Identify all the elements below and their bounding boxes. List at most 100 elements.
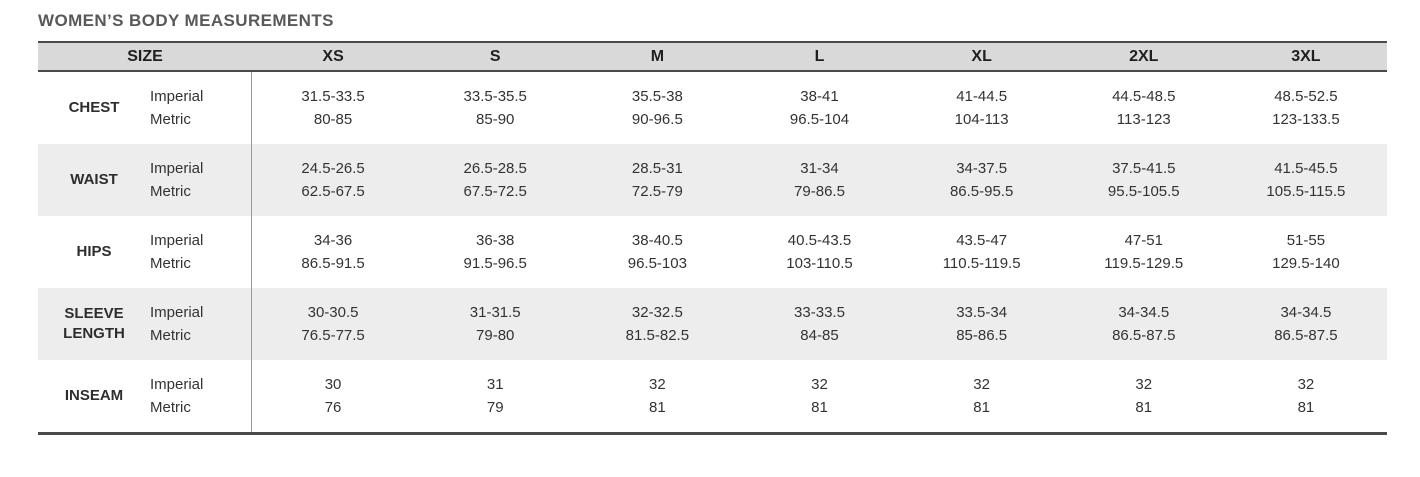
imperial-value: 43.5-47 — [956, 232, 1008, 249]
measurement-cell: 35.5-38 90-96.5 — [576, 72, 738, 144]
table-row-hips: HIPS Imperial Metric 34-36 86.5-91.5 36-… — [38, 216, 1387, 288]
unit-labels: Imperial Metric — [150, 85, 251, 131]
imperial-value: 32 — [1297, 376, 1315, 393]
imperial-value: 26.5-28.5 — [463, 160, 527, 177]
imperial-value: 32 — [1135, 376, 1153, 393]
imperial-value: 30 — [324, 376, 342, 393]
measurement-cell: 48.5-52.5 123-133.5 — [1225, 72, 1387, 144]
imperial-value: 32 — [649, 376, 666, 393]
imperial-value: 34-34.5 — [1280, 304, 1332, 321]
measurement-cell: 31-31.5 79-80 — [414, 288, 576, 360]
row-label-cell: CHEST Imperial Metric — [38, 72, 252, 144]
measurement-cell: 31.5-33.5 80-85 — [252, 72, 414, 144]
imperial-value: 32 — [973, 376, 990, 393]
column-header-2xl: 2XL — [1129, 47, 1159, 65]
unit-label-imperial: Imperial — [150, 160, 204, 177]
metric-value: 103-110.5 — [786, 255, 853, 272]
metric-value: 95.5-105.5 — [1107, 183, 1180, 200]
measurement-cell: 24.5-26.5 62.5-67.5 — [252, 144, 414, 216]
unit-labels: Imperial Metric — [150, 301, 251, 347]
imperial-value: 34-34.5 — [1118, 304, 1170, 321]
imperial-value: 36-38 — [476, 232, 515, 249]
measurement-cell: 32 81 — [576, 360, 738, 432]
imperial-value: 38-40.5 — [631, 232, 683, 249]
imperial-value: 30-30.5 — [307, 304, 359, 321]
imperial-value: 31-34 — [800, 160, 839, 177]
metric-value: 119.5-129.5 — [1104, 255, 1184, 272]
metric-value: 81 — [973, 399, 990, 416]
measurement-cell: 51-55 129.5-140 — [1225, 216, 1387, 288]
imperial-value: 33.5-34 — [956, 304, 1008, 321]
metric-value: 90-96.5 — [631, 111, 683, 128]
measurement-cell: 32-32.5 81.5-82.5 — [576, 288, 738, 360]
measurement-cell: 34-34.5 86.5-87.5 — [1063, 288, 1225, 360]
metric-value: 86.5-87.5 — [1112, 327, 1176, 344]
metric-value: 81 — [1297, 399, 1315, 416]
imperial-value: 33.5-35.5 — [463, 88, 527, 105]
metric-value: 110.5-119.5 — [942, 255, 1021, 272]
row-label-cell: HIPS Imperial Metric — [38, 216, 252, 288]
metric-value: 76 — [324, 399, 342, 416]
metric-value: 76.5-77.5 — [301, 327, 365, 344]
column-header-xs: XS — [322, 47, 344, 65]
metric-value: 84-85 — [800, 327, 839, 344]
measurement-cell: 32 81 — [738, 360, 900, 432]
metric-value: 79-86.5 — [794, 183, 845, 200]
table-row-waist: WAIST Imperial Metric 24.5-26.5 62.5-67.… — [38, 144, 1387, 216]
column-header-s: S — [489, 47, 501, 65]
column-header-3xl: 3XL — [1291, 47, 1321, 65]
measurement-name: SLEEVE LENGTH — [63, 304, 125, 342]
metric-value: 129.5-140 — [1272, 255, 1340, 272]
unit-labels: Imperial Metric — [150, 157, 251, 203]
unit-label-imperial: Imperial — [150, 88, 204, 105]
metric-value: 96.5-104 — [789, 111, 850, 128]
metric-value: 81 — [1135, 399, 1153, 416]
measurement-cell: 33.5-34 85-86.5 — [901, 288, 1063, 360]
row-label-cell: WAIST Imperial Metric — [38, 144, 252, 216]
metric-value: 81 — [811, 399, 828, 416]
measurement-cell: 34-34.5 86.5-87.5 — [1225, 288, 1387, 360]
metric-value: 81.5-82.5 — [625, 327, 690, 344]
measurement-cell: 32 81 — [1225, 360, 1387, 432]
unit-label-metric: Metric — [150, 183, 191, 200]
page-title: WOMEN’S BODY MEASUREMENTS — [38, 11, 334, 30]
metric-value: 86.5-95.5 — [949, 183, 1014, 200]
metric-value: 72.5-79 — [631, 183, 683, 200]
measurement-name: WAIST — [70, 170, 118, 188]
imperial-value: 37.5-41.5 — [1112, 160, 1176, 177]
imperial-value: 31-31.5 — [469, 304, 521, 321]
metric-value: 81 — [649, 399, 666, 416]
measurement-cell: 37.5-41.5 95.5-105.5 — [1063, 144, 1225, 216]
measurement-name: INSEAM — [64, 386, 124, 404]
page: WOMEN’S BODY MEASUREMENTS SIZE XS S M L … — [38, 11, 1387, 435]
measurement-cell: 47-51 119.5-129.5 — [1063, 216, 1225, 288]
size-chart-table: SIZE XS S M L XL 2XL 3XL CHEST Imperial … — [38, 41, 1387, 435]
imperial-value: 44.5-48.5 — [1112, 88, 1176, 105]
imperial-value: 47-51 — [1124, 232, 1163, 249]
metric-value: 80-85 — [313, 111, 353, 128]
measurement-name: HIPS — [76, 242, 112, 260]
metric-value: 62.5-67.5 — [301, 183, 365, 200]
measurement-cell: 41-44.5 104-113 — [901, 72, 1063, 144]
measurement-cell: 41.5-45.5 105.5-115.5 — [1225, 144, 1387, 216]
imperial-value: 40.5-43.5 — [787, 232, 852, 249]
imperial-value: 32-32.5 — [631, 304, 683, 321]
measurement-cell: 43.5-47 110.5-119.5 — [901, 216, 1063, 288]
imperial-value: 48.5-52.5 — [1274, 88, 1338, 105]
unit-label-imperial: Imperial — [150, 304, 204, 321]
measurement-cell: 31-34 79-86.5 — [738, 144, 900, 216]
measurement-cell: 34-37.5 86.5-95.5 — [901, 144, 1063, 216]
table-header-row: SIZE XS S M L XL 2XL 3XL — [38, 43, 1387, 72]
measurement-cell: 34-36 86.5-91.5 — [252, 216, 414, 288]
unit-labels: Imperial Metric — [150, 373, 251, 419]
imperial-value: 34-36 — [313, 232, 353, 249]
metric-value: 85-86.5 — [956, 327, 1008, 344]
row-label-cell: SLEEVE LENGTH Imperial Metric — [38, 288, 252, 360]
measurement-name: CHEST — [68, 98, 120, 116]
measurement-cell: 26.5-28.5 67.5-72.5 — [414, 144, 576, 216]
imperial-value: 41.5-45.5 — [1274, 160, 1338, 177]
measurement-cell: 30 76 — [252, 360, 414, 432]
unit-label-metric: Metric — [150, 111, 191, 128]
measurement-cell: 38-40.5 96.5-103 — [576, 216, 738, 288]
imperial-value: 33-33.5 — [794, 304, 845, 321]
